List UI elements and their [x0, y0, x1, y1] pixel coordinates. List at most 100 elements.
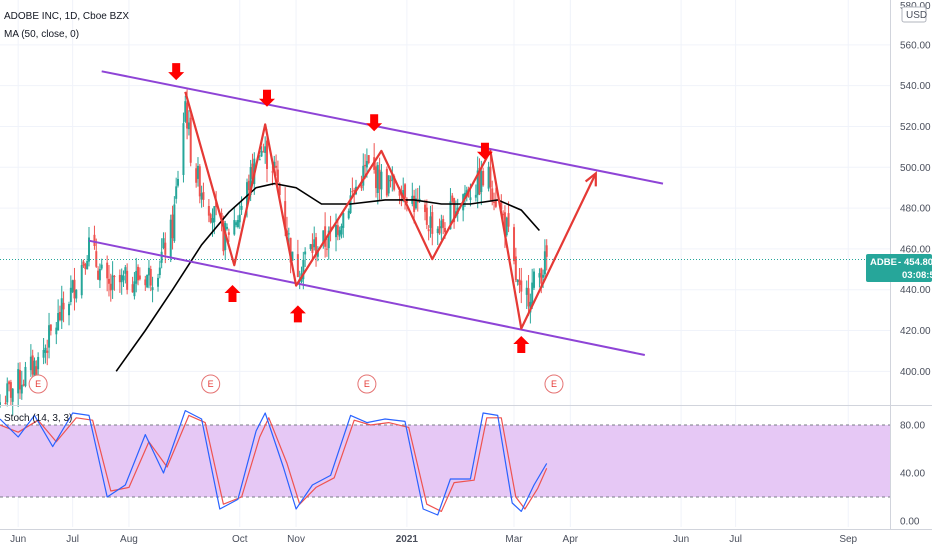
- candle: [222, 215, 225, 256]
- candle: [424, 199, 427, 221]
- arrow-down-icon: [476, 142, 493, 160]
- candle-body: [31, 355, 34, 375]
- candle-body: [476, 170, 479, 196]
- candle: [260, 146, 263, 157]
- candle: [258, 155, 261, 161]
- candle: [329, 215, 332, 242]
- candle-body: [302, 259, 305, 280]
- candle-body: [273, 161, 276, 168]
- candle-body: [8, 381, 11, 385]
- candle-body: [545, 245, 548, 257]
- candle: [137, 264, 140, 286]
- candle-body: [502, 213, 505, 216]
- candle-body: [196, 165, 199, 179]
- candle: [171, 205, 174, 250]
- candle: [113, 274, 116, 291]
- candle-body: [240, 205, 243, 210]
- candle: [42, 338, 45, 365]
- candle: [131, 276, 134, 293]
- candle: [338, 226, 341, 241]
- candle: [46, 339, 49, 366]
- candle-body: [18, 370, 21, 390]
- candle-body: [124, 267, 127, 274]
- candle: [60, 285, 63, 329]
- candle-body: [353, 189, 356, 192]
- candle: [107, 265, 110, 297]
- candle-body: [88, 237, 90, 262]
- candle: [138, 267, 141, 281]
- badge-separator: -: [898, 257, 901, 268]
- candle-body: [329, 226, 332, 232]
- candle-body: [418, 198, 421, 201]
- ma-legend[interactable]: MA (50, close, 0): [4, 29, 79, 40]
- candle: [325, 238, 328, 257]
- candle-body: [289, 237, 292, 263]
- candle-body: [264, 146, 267, 153]
- candle: [48, 312, 51, 359]
- candle-body: [149, 268, 152, 286]
- candle-body: [247, 180, 250, 191]
- candle: [414, 188, 417, 210]
- candle: [489, 153, 492, 202]
- candle-body: [222, 220, 225, 252]
- arrow-down-icon: [168, 63, 185, 81]
- time-tick-label: Nov: [287, 534, 305, 545]
- candle: [8, 380, 11, 392]
- candle: [49, 324, 52, 336]
- candle: [227, 228, 230, 242]
- candle: [436, 226, 439, 246]
- candle-body: [37, 356, 40, 370]
- last-price-badge: ADBE - 454.80 03:08:57: [866, 254, 932, 282]
- candle-body: [431, 212, 434, 234]
- stoch-legend[interactable]: Stoch (14, 3, 3): [4, 413, 72, 424]
- stoch-d-line: [0, 414, 548, 512]
- candle-body: [249, 167, 252, 196]
- candle: [404, 183, 407, 210]
- candle-body: [144, 279, 147, 286]
- arrow-up-icon: [513, 335, 530, 353]
- candle-body: [427, 229, 430, 232]
- candle-body: [413, 195, 416, 212]
- symbol-legend[interactable]: ADOBE INC, 1D, Cboe BZX: [4, 11, 129, 22]
- candle: [106, 255, 109, 292]
- candle: [494, 187, 497, 209]
- candle: [276, 160, 279, 184]
- time-tick-label: Mar: [505, 534, 523, 545]
- candle-body: [262, 151, 265, 153]
- candle: [195, 163, 198, 188]
- candle: [520, 267, 523, 304]
- arrow-down-icon: [366, 114, 383, 132]
- candle: [20, 370, 23, 400]
- candle: [385, 166, 388, 198]
- earnings-icon: [201, 374, 221, 394]
- candle: [376, 162, 379, 205]
- candle-body: [347, 210, 350, 219]
- candle-body: [189, 117, 192, 163]
- candle-body: [131, 284, 134, 293]
- candle: [378, 157, 381, 201]
- candle: [75, 289, 78, 303]
- candle: [62, 291, 65, 323]
- candle-body: [416, 201, 419, 203]
- candle: [73, 267, 76, 311]
- candle-body: [507, 213, 510, 227]
- candle-body: [58, 311, 61, 321]
- candle-body: [93, 234, 96, 246]
- candle-body: [6, 383, 9, 403]
- candle-body: [187, 122, 190, 130]
- candle: [184, 95, 187, 124]
- candle-body: [393, 176, 396, 190]
- candle-body: [424, 204, 427, 213]
- candle: [389, 175, 392, 188]
- candle-body: [260, 150, 263, 157]
- time-tick-label: Oct: [232, 534, 248, 545]
- candle-body: [29, 356, 32, 371]
- candle-body: [227, 232, 230, 235]
- candle-body: [146, 274, 149, 288]
- candle: [17, 362, 20, 408]
- candle: [311, 233, 314, 262]
- candle: [57, 299, 60, 331]
- candle-body: [195, 168, 198, 183]
- candle-body: [111, 275, 114, 290]
